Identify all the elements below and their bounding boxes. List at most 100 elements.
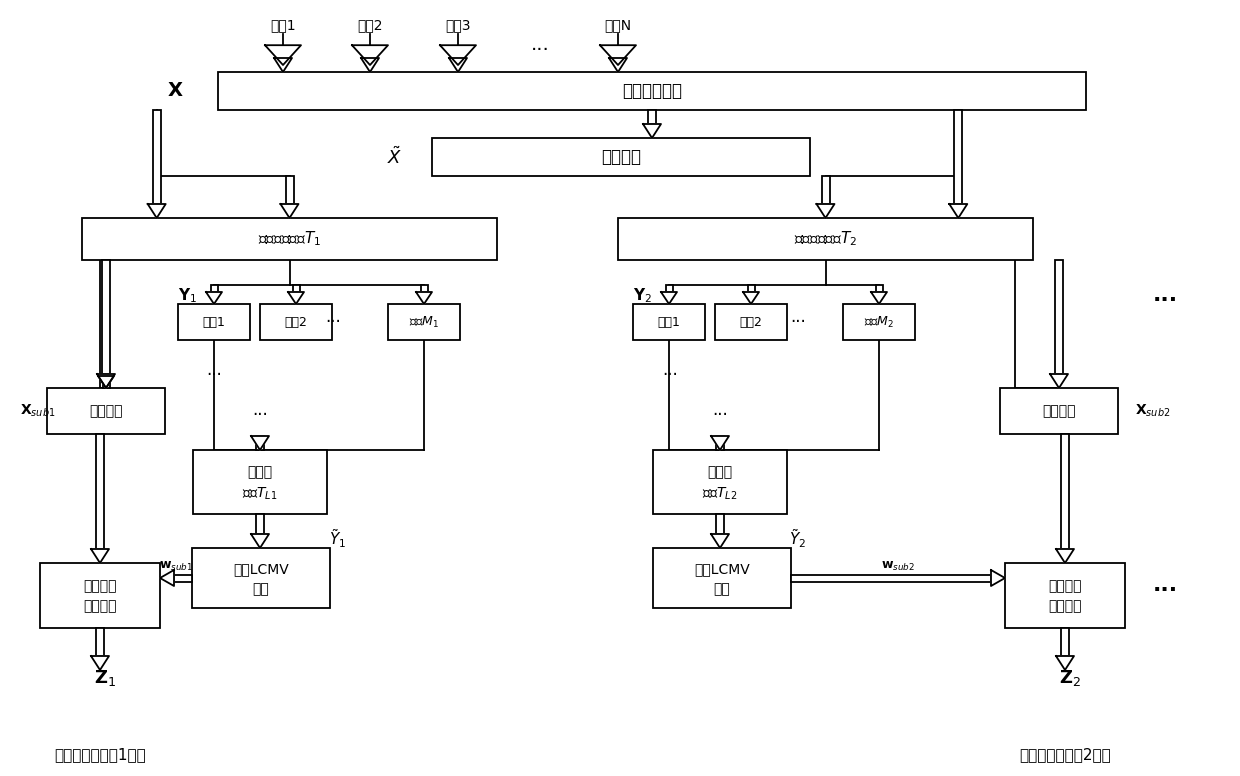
Text: 子阵输出: 子阵输出 <box>89 404 123 418</box>
Polygon shape <box>743 292 759 304</box>
Bar <box>999 388 1118 434</box>
Text: 降维变换矩阵$\mathit{T}_1$: 降维变换矩阵$\mathit{T}_1$ <box>258 230 321 248</box>
Bar <box>255 514 264 534</box>
Bar <box>649 110 656 124</box>
Polygon shape <box>415 292 432 304</box>
Polygon shape <box>816 204 835 218</box>
Bar <box>193 450 327 514</box>
Text: 子阵2: 子阵2 <box>739 316 763 328</box>
Bar <box>791 574 991 581</box>
Bar <box>1055 260 1063 374</box>
Polygon shape <box>711 436 729 450</box>
Polygon shape <box>361 58 379 72</box>
Polygon shape <box>274 58 291 72</box>
Text: 子阵1: 子阵1 <box>202 316 226 328</box>
Polygon shape <box>1056 656 1074 670</box>
Bar <box>1061 434 1069 549</box>
Polygon shape <box>160 570 174 586</box>
Text: 归一化: 归一化 <box>708 466 733 480</box>
Polygon shape <box>97 374 115 388</box>
Bar <box>1061 628 1069 656</box>
Bar <box>279 58 286 65</box>
Bar <box>1004 563 1125 628</box>
Bar <box>875 285 883 292</box>
Polygon shape <box>250 436 269 450</box>
Text: $\mathbf{Y}_2$: $\mathbf{Y}_2$ <box>632 286 652 305</box>
Bar <box>420 285 428 292</box>
Polygon shape <box>609 58 627 72</box>
Bar <box>748 285 754 292</box>
Text: ···: ··· <box>206 366 222 384</box>
Text: ···: ··· <box>712 406 728 424</box>
Polygon shape <box>250 534 269 548</box>
Bar <box>454 58 463 65</box>
Text: 子阵输出: 子阵输出 <box>1043 404 1076 418</box>
Text: 波束形成: 波束形成 <box>83 600 117 614</box>
Polygon shape <box>206 292 222 304</box>
Bar <box>843 304 915 340</box>
Text: 子阵2: 子阵2 <box>284 316 308 328</box>
Polygon shape <box>711 534 729 548</box>
Text: 阵元2: 阵元2 <box>357 18 383 32</box>
Text: 波束形成: 波束形成 <box>1048 600 1081 614</box>
Bar <box>715 304 787 340</box>
Bar <box>614 58 622 65</box>
Text: 归一化: 归一化 <box>248 466 273 480</box>
Text: 相位加扰: 相位加扰 <box>601 148 641 166</box>
Polygon shape <box>1050 374 1068 388</box>
Polygon shape <box>91 656 109 670</box>
Bar <box>255 436 264 450</box>
Bar <box>218 72 1086 110</box>
Bar <box>179 304 250 340</box>
Polygon shape <box>600 45 636 65</box>
Text: $\tilde{Y}_1$: $\tilde{Y}_1$ <box>329 528 346 550</box>
Polygon shape <box>661 292 677 304</box>
Text: 矩阵$\mathit{T}_{L1}$: 矩阵$\mathit{T}_{L1}$ <box>242 485 278 502</box>
Polygon shape <box>870 292 887 304</box>
Bar <box>82 218 497 260</box>
Text: 子阵$M_1$: 子阵$M_1$ <box>409 314 439 330</box>
Bar <box>285 176 294 204</box>
Text: $\tilde{X}$: $\tilde{X}$ <box>387 146 403 168</box>
Polygon shape <box>440 45 476 65</box>
Polygon shape <box>950 204 967 218</box>
Polygon shape <box>98 376 114 388</box>
Text: 子阵数字: 子阵数字 <box>1048 579 1081 593</box>
Text: ···: ··· <box>1152 290 1178 310</box>
Text: 子阵1: 子阵1 <box>657 316 681 328</box>
Text: 算法: 算法 <box>253 582 269 596</box>
Bar <box>103 376 109 388</box>
Bar <box>618 218 1033 260</box>
Text: $\mathbf{X}_{sub2}$: $\mathbf{X}_{sub2}$ <box>1135 403 1171 419</box>
Polygon shape <box>449 58 467 72</box>
Text: 阵元3: 阵元3 <box>445 18 471 32</box>
Polygon shape <box>1056 549 1074 563</box>
Bar <box>821 176 830 204</box>
Polygon shape <box>280 204 299 218</box>
Bar <box>653 450 787 514</box>
Text: 矩阵$\mathit{T}_{L2}$: 矩阵$\mathit{T}_{L2}$ <box>702 485 738 502</box>
Text: $\mathbf{Y}_1$: $\mathbf{Y}_1$ <box>179 286 197 305</box>
Text: 阵列接收数据: 阵列接收数据 <box>622 82 682 100</box>
Bar <box>40 563 160 628</box>
Bar <box>95 628 104 656</box>
Bar <box>955 110 962 204</box>
Text: 阵元N: 阵元N <box>604 18 631 32</box>
Polygon shape <box>288 292 304 304</box>
Text: $\mathbf{X}$: $\mathbf{X}$ <box>166 81 184 101</box>
Bar <box>715 436 724 450</box>
Text: 子阵$M_2$: 子阵$M_2$ <box>864 314 894 330</box>
Bar <box>432 138 810 176</box>
Text: 阵元1: 阵元1 <box>270 18 296 32</box>
Text: 降维变换矩阵$\mathit{T}_2$: 降维变换矩阵$\mathit{T}_2$ <box>794 230 857 248</box>
Bar <box>102 260 110 374</box>
Bar <box>715 514 724 534</box>
Text: 算法: 算法 <box>714 582 730 596</box>
Bar <box>366 58 374 65</box>
Text: ···: ··· <box>1152 580 1178 600</box>
Bar <box>174 574 192 581</box>
Text: 自适应数字波束2输出: 自适应数字波束2输出 <box>1019 747 1111 763</box>
Text: $\mathbf{w}_{sub1}$: $\mathbf{w}_{sub1}$ <box>159 559 193 573</box>
Bar <box>47 388 165 434</box>
Polygon shape <box>265 45 301 65</box>
